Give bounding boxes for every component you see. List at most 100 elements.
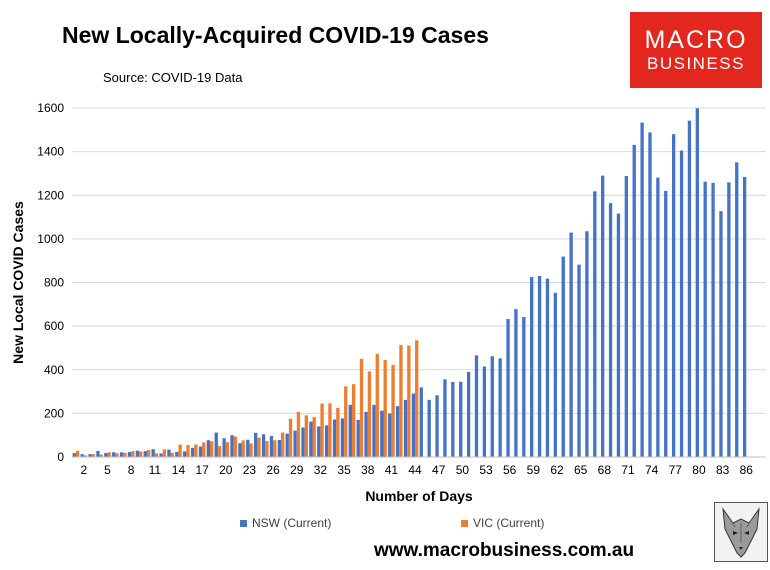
- bar-nsw: [301, 427, 305, 457]
- bar-nsw: [742, 176, 747, 458]
- bar-nsw: [664, 190, 668, 457]
- x-tick-label: 68: [598, 463, 612, 477]
- bar-nsw: [167, 449, 171, 457]
- bar-vic: [115, 453, 119, 457]
- bar-vic: [304, 415, 308, 457]
- bar-nsw: [104, 453, 108, 457]
- bar-vic: [131, 451, 135, 457]
- y-tick-label: 1400: [37, 145, 64, 159]
- bar-nsw: [159, 453, 163, 457]
- y-tick-label: 800: [44, 276, 64, 290]
- x-tick-label: 56: [503, 463, 517, 477]
- bar-vic: [375, 353, 379, 457]
- bar-vic: [186, 445, 190, 457]
- x-tick-label: 74: [645, 463, 659, 477]
- bar-vic: [210, 441, 214, 457]
- bar-nsw: [119, 452, 124, 457]
- bar-nsw: [183, 451, 187, 457]
- bar-nsw: [671, 134, 676, 458]
- x-tick-label: 11: [149, 463, 162, 477]
- x-tick-label: 17: [195, 463, 209, 477]
- x-tick-label: 38: [361, 463, 375, 477]
- x-tick-label: 53: [479, 463, 493, 477]
- bar-nsw: [632, 144, 636, 457]
- bar-nsw: [608, 203, 613, 457]
- bar-nsw: [388, 413, 392, 457]
- bar-nsw: [624, 176, 628, 457]
- bar-nsw: [703, 181, 707, 457]
- bar-vic: [139, 451, 143, 457]
- bar-vic: [107, 452, 111, 457]
- bar-vic: [296, 411, 301, 457]
- bar-nsw: [254, 432, 258, 457]
- bar-nsw: [435, 395, 439, 457]
- legend-label-nsw: NSW (Current): [252, 516, 332, 530]
- x-tick-label: 26: [266, 463, 280, 477]
- bar-nsw: [261, 434, 266, 457]
- bar-nsw: [214, 432, 218, 457]
- x-tick-label: 50: [456, 463, 470, 477]
- bar-nsw: [601, 175, 605, 457]
- bar-vic: [280, 432, 285, 457]
- bar-vic: [367, 371, 372, 457]
- bar-nsw: [340, 418, 345, 457]
- x-tick-label: 83: [716, 463, 730, 477]
- y-tick-label: 1600: [37, 101, 64, 115]
- bar-nsw: [151, 449, 155, 457]
- x-tick-label: 59: [527, 463, 541, 477]
- bar-nsw: [198, 446, 203, 457]
- x-tick-label: 23: [243, 463, 257, 477]
- bar-vic: [225, 442, 230, 457]
- y-tick-label: 0: [57, 450, 64, 464]
- x-tick-label: 32: [314, 463, 328, 477]
- website-url[interactable]: www.macrobusiness.com.au: [374, 540, 635, 561]
- bar-vic: [399, 344, 403, 457]
- bar-nsw: [569, 232, 573, 457]
- chart-title: New Locally-Acquired COVID-19 Cases: [62, 22, 489, 48]
- bar-nsw: [96, 450, 100, 457]
- bar-vic: [194, 444, 198, 457]
- bar-vic: [328, 403, 332, 457]
- bar-nsw: [332, 419, 337, 457]
- bar-nsw: [482, 366, 487, 457]
- bar-nsw: [411, 393, 416, 457]
- bar-vic: [162, 449, 167, 457]
- bar-nsw: [522, 316, 526, 457]
- bar-nsw: [72, 453, 76, 457]
- bar-vic: [336, 407, 340, 457]
- bar-nsw: [498, 358, 502, 457]
- bar-vic: [91, 454, 96, 457]
- bar-nsw: [561, 256, 565, 457]
- bar-vic: [146, 450, 151, 457]
- bar-nsw: [648, 132, 652, 457]
- x-tick-label: 44: [408, 463, 422, 477]
- bar-nsw: [695, 108, 699, 457]
- bar-nsw: [80, 454, 84, 457]
- x-tick-label: 80: [692, 463, 706, 477]
- bar-nsw: [656, 177, 660, 457]
- bar-nsw: [640, 122, 644, 457]
- bar-nsw: [317, 426, 321, 457]
- bar-nsw: [687, 120, 692, 458]
- y-tick-label: 600: [44, 319, 64, 333]
- bar-vic: [99, 454, 103, 457]
- bar-nsw: [206, 440, 211, 457]
- bar-nsw: [545, 278, 550, 457]
- y-tick-label: 1200: [37, 188, 64, 202]
- bar-nsw: [238, 443, 242, 457]
- bar-nsw: [222, 438, 226, 457]
- bar-nsw: [727, 182, 731, 458]
- bar-vic: [344, 386, 348, 457]
- bar-nsw: [277, 439, 281, 457]
- bar-vic: [83, 455, 88, 457]
- bar-nsw: [190, 447, 195, 457]
- logo-line-1: MACRO: [644, 25, 748, 54]
- bar-nsw: [711, 182, 715, 457]
- bar-nsw: [553, 292, 558, 457]
- bar-nsw: [175, 451, 179, 457]
- bar-nsw: [530, 277, 534, 457]
- x-tick-label: 47: [432, 463, 446, 477]
- bar-vic: [123, 452, 127, 457]
- bar-nsw: [364, 411, 368, 457]
- x-tick-label: 14: [172, 463, 186, 477]
